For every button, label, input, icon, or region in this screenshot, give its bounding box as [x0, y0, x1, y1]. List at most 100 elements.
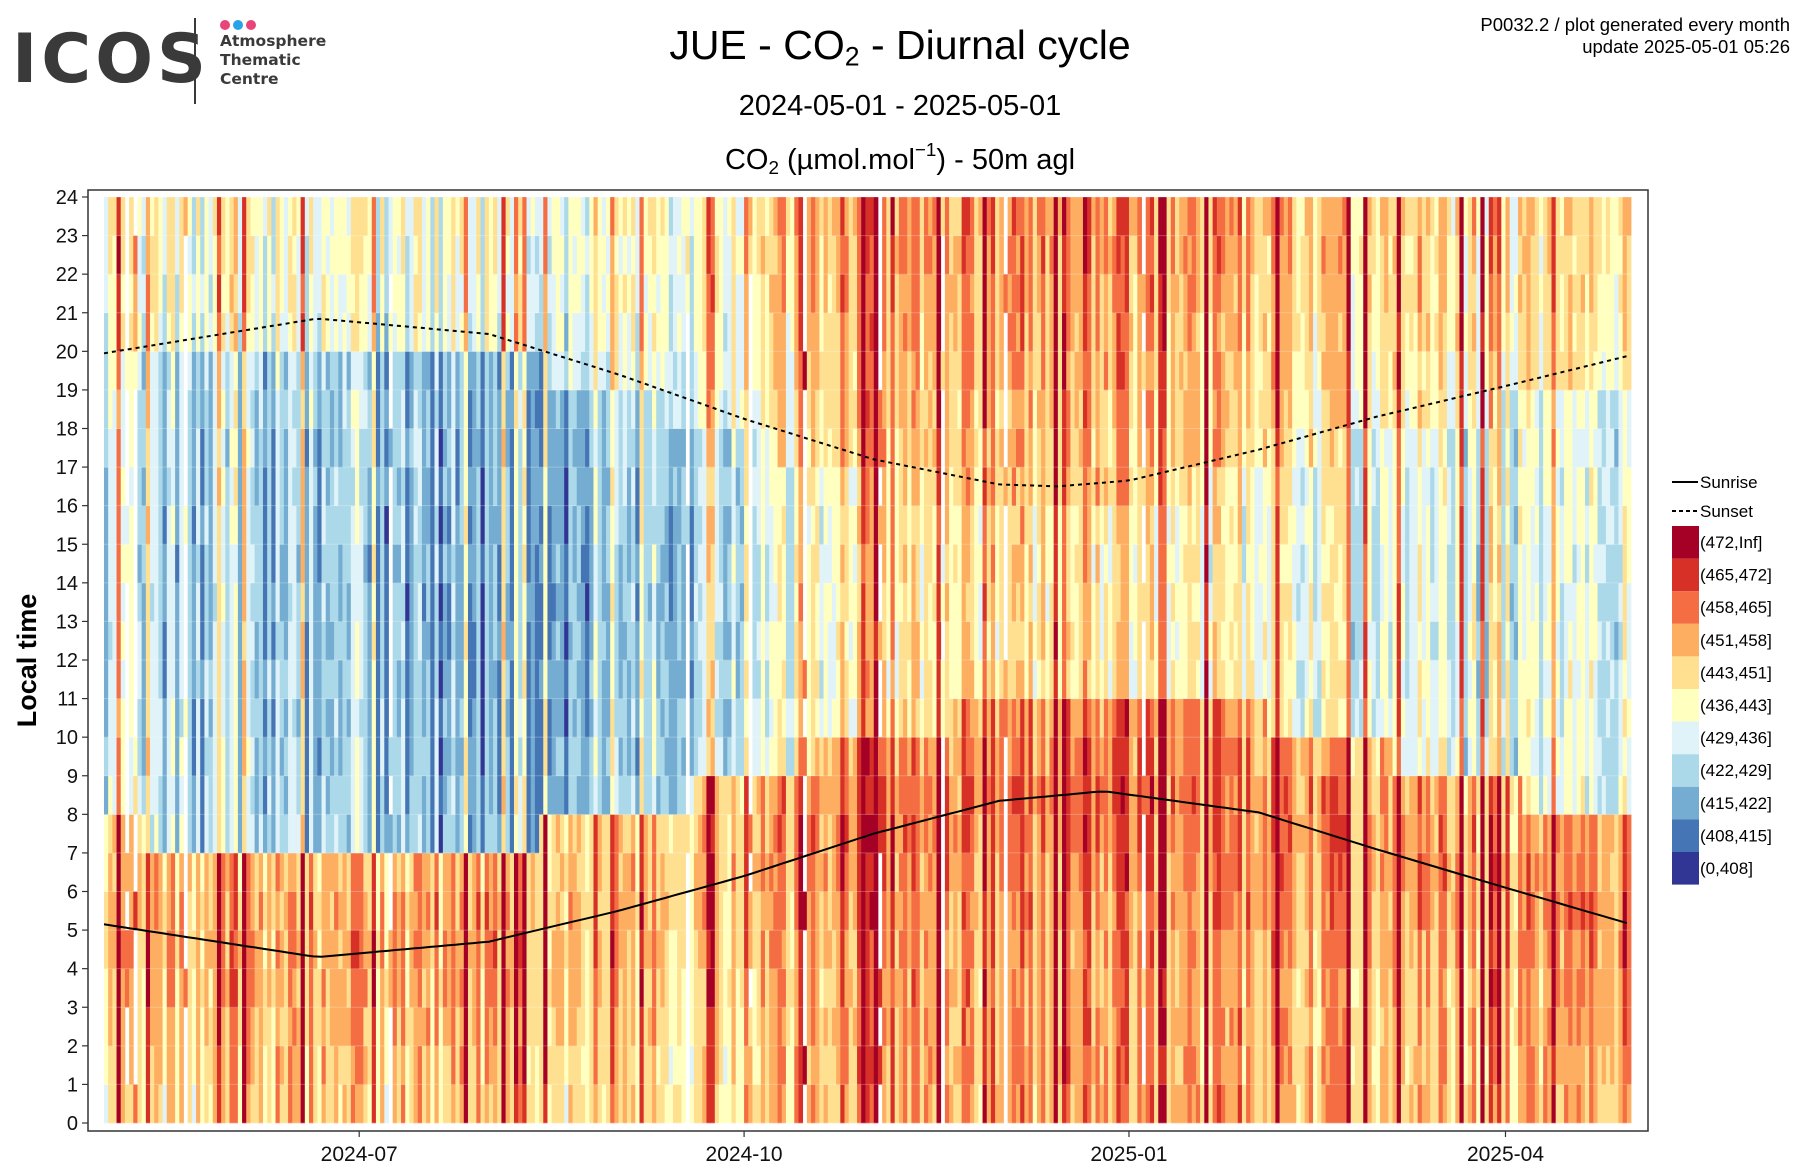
heatmap-cell [212, 660, 218, 699]
heatmap-cell [451, 389, 456, 429]
heatmap-cell [267, 1045, 272, 1085]
heatmap-cell [681, 274, 686, 314]
heatmap-cell [568, 775, 573, 815]
heatmap-cell [756, 428, 762, 468]
heatmap-cell [848, 1045, 854, 1085]
heatmap-cell [200, 582, 205, 622]
heatmap-cell [196, 467, 201, 506]
heatmap-cell [317, 1007, 322, 1047]
heatmap-cell [150, 1084, 155, 1124]
heatmap-cell [614, 737, 619, 777]
heatmap-cell [484, 852, 490, 892]
heatmap-cell [777, 814, 783, 854]
heatmap-cell [898, 660, 904, 699]
heatmap-cell [606, 1045, 611, 1085]
heatmap-cell [944, 428, 950, 468]
heatmap-cell [836, 235, 841, 275]
heatmap-cell [543, 351, 548, 391]
heatmap-cell [965, 544, 971, 584]
heatmap-cell [672, 698, 678, 738]
heatmap-cell [434, 505, 440, 545]
heatmap-cell [857, 197, 862, 236]
heatmap-cell [811, 968, 816, 1008]
heatmap-cell [229, 891, 235, 931]
heatmap-cell [580, 235, 586, 275]
heatmap-cell [547, 351, 553, 391]
heatmap-cell [911, 1007, 917, 1047]
heatmap-cell [727, 930, 732, 969]
heatmap-cell [321, 775, 327, 815]
heatmap-cell [204, 467, 209, 506]
heatmap-cell [844, 968, 850, 1008]
heatmap-cell [555, 1084, 561, 1124]
heatmap-cell [865, 1045, 870, 1085]
heatmap-cell [112, 621, 117, 661]
heatmap-cell [911, 544, 917, 584]
heatmap-cell [413, 621, 419, 661]
heatmap-cell [907, 737, 912, 777]
heatmap-cell [380, 621, 385, 661]
heatmap-cell [530, 891, 536, 931]
heatmap-cell [112, 582, 117, 622]
heatmap-cell [447, 775, 452, 815]
heatmap-cell [367, 312, 373, 352]
heatmap-cell [618, 467, 624, 506]
heatmap-cell [108, 1045, 113, 1085]
heatmap-cell [120, 505, 126, 545]
heatmap-cell [120, 1007, 126, 1047]
heatmap-cell [534, 505, 540, 545]
heatmap-cell [325, 1045, 331, 1085]
heatmap-cell [166, 660, 172, 699]
heatmap-cell [154, 1084, 159, 1124]
heatmap-cell [501, 197, 507, 236]
heatmap-cell [237, 621, 243, 661]
heatmap-cell [635, 775, 640, 815]
heatmap-cell [338, 698, 343, 738]
heatmap-cell [317, 312, 322, 352]
heatmap-cell [250, 467, 255, 506]
heatmap-cell [526, 775, 532, 815]
heatmap-cell [773, 197, 778, 236]
heatmap-cell [848, 968, 854, 1008]
heatmap-cell [585, 544, 590, 584]
heatmap-cell [635, 621, 640, 661]
heatmap-cell [321, 660, 327, 699]
heatmap-cell [631, 660, 636, 699]
heatmap-cell [438, 930, 444, 969]
heatmap-cell [773, 582, 778, 622]
heatmap-cell [631, 197, 636, 236]
heatmap-cell [233, 698, 239, 738]
heatmap-cell [928, 968, 933, 1008]
heatmap-cell [811, 930, 816, 969]
heatmap-cell [292, 389, 297, 429]
heatmap-cell [526, 235, 532, 275]
heatmap-cell [652, 814, 657, 854]
heatmap-cell [610, 891, 615, 931]
heatmap-cell [614, 235, 619, 275]
heatmap-cell [894, 312, 900, 352]
heatmap-cell [677, 814, 682, 854]
heatmap-cell [593, 698, 599, 738]
heatmap-cell [196, 428, 201, 468]
heatmap-cell [434, 737, 440, 777]
heatmap-cell [852, 235, 858, 275]
heatmap-cell [564, 274, 569, 314]
heatmap-cell [304, 467, 310, 506]
heatmap-cell [539, 1045, 544, 1085]
heatmap-cell [970, 582, 975, 622]
heatmap-cell [509, 1084, 515, 1124]
heatmap-cell [672, 197, 678, 236]
heatmap-cell [610, 505, 615, 545]
heatmap-cell [317, 197, 322, 236]
heatmap-cell [170, 660, 176, 699]
heatmap-cell [258, 814, 264, 854]
heatmap-cell [518, 1007, 523, 1047]
heatmap-cell [915, 1007, 921, 1047]
heatmap-cell [426, 621, 431, 661]
heatmap-cell [965, 968, 971, 1008]
heatmap-cell [626, 505, 632, 545]
heatmap-cell [112, 544, 117, 584]
heatmap-cell [233, 428, 239, 468]
heatmap-cell [355, 660, 360, 699]
heatmap-cell [702, 428, 707, 468]
